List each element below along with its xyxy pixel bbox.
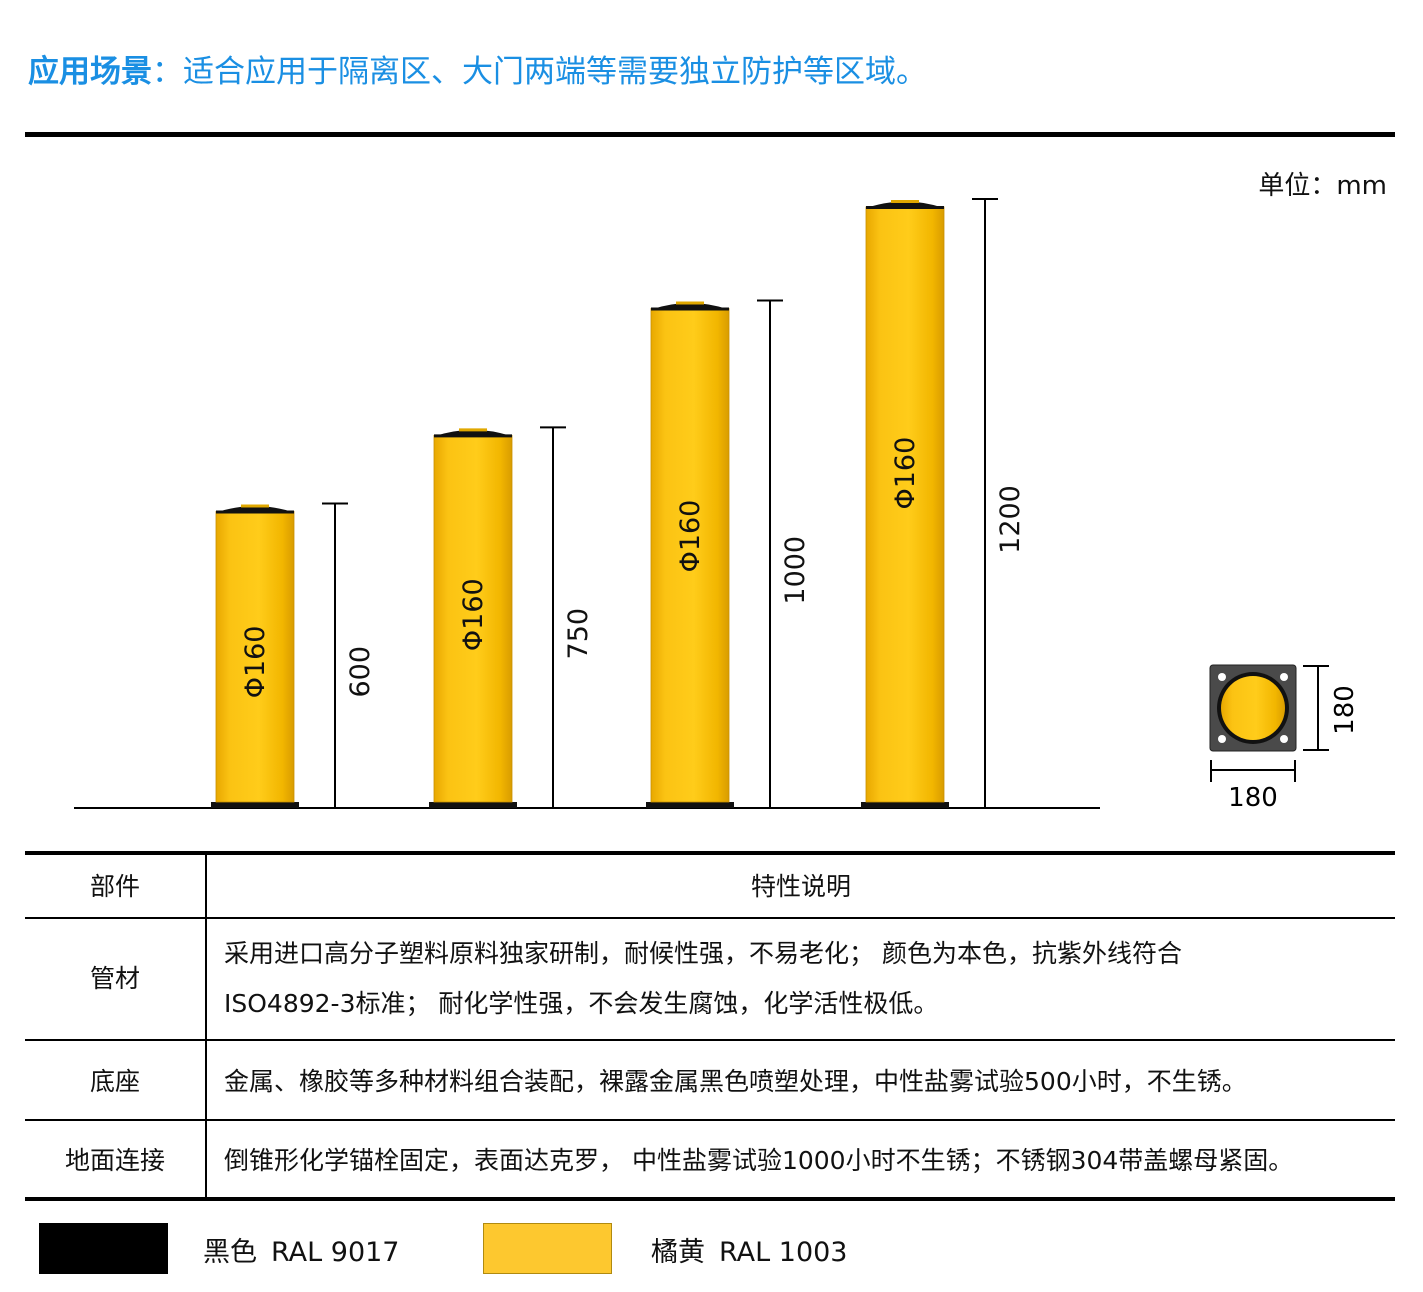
swatch-black [39, 1223, 168, 1274]
post-body [650, 308, 730, 803]
post-body [433, 434, 513, 803]
table-header-row: 部件 特性说明 [25, 853, 1395, 919]
row-desc: 采用进口高分子塑料原料独家研制，耐候性强，不易老化； 颜色为本色，抗紫外线符合 … [206, 918, 1395, 1041]
post-cap-logo [676, 301, 704, 305]
table-row: 地面连接 倒锥形化学锚栓固定，表面达克罗， 中性盐雾试验1000小时不生锈；不锈… [25, 1120, 1395, 1201]
swatch-name: 黑色 [203, 1237, 257, 1268]
post-drawing: Φ160 600 Φ160 750 Φ160 1000 Φ160 1200 180 180 [74, 198, 1360, 813]
headline-label: 应用场景 [28, 54, 152, 90]
post-cap-logo [241, 504, 269, 508]
base-width-label: 180 [1228, 783, 1278, 813]
table-row: 管材 采用进口高分子塑料原料独家研制，耐候性强，不易老化； 颜色为本色，抗紫外线… [25, 918, 1395, 1041]
post-height-label: 600 [345, 646, 376, 698]
row-part: 地面连接 [25, 1120, 207, 1201]
bolt-hole [1218, 735, 1226, 743]
post-base [429, 802, 517, 808]
row-desc-line: ISO4892-3标准； 耐化学性强，不会发生腐蚀，化学活性极低。 [224, 989, 939, 1018]
post-base [211, 802, 299, 808]
headline: 应用场景：适合应用于隔离区、大门两端等需要独立防护等区域。 [28, 50, 927, 94]
row-part: 管材 [25, 918, 207, 1041]
post-cap-rim [434, 434, 512, 438]
post-body [865, 206, 945, 803]
post-diameter-label: Φ160 [458, 578, 489, 651]
swatch-orange-label: 橘黄 RAL 1003 [651, 1230, 847, 1269]
post-diameter-label: Φ160 [675, 500, 706, 573]
post-cap-rim [866, 206, 944, 209]
post-body [215, 511, 295, 803]
post-base [861, 802, 949, 808]
base-height-label: 180 [1330, 685, 1360, 735]
bolt-hole [1280, 673, 1288, 681]
header-desc: 特性说明 [206, 853, 1395, 919]
post-cap-rim [651, 307, 729, 311]
row-desc: 倒锥形化学锚栓固定，表面达克罗， 中性盐雾试验1000小时不生锈；不锈钢304带… [206, 1120, 1395, 1201]
row-desc-line: 采用进口高分子塑料原料独家研制，耐候性强，不易老化； 颜色为本色，抗紫外线符合 [224, 939, 1182, 968]
swatch-orange [483, 1223, 612, 1274]
post-height-label: 1000 [780, 536, 811, 605]
header-part: 部件 [25, 853, 207, 919]
post-diameter-label: Φ160 [240, 625, 271, 698]
row-part: 底座 [25, 1040, 207, 1121]
post-cap-logo [459, 428, 487, 432]
row-desc: 金属、橡胶等多种材料组合装配，裸露金属黑色喷塑处理，中性盐雾试验500小时，不生… [206, 1040, 1395, 1121]
bolt-hole [1280, 735, 1288, 743]
top-divider [25, 132, 1395, 137]
bolt-hole [1218, 673, 1226, 681]
swatch-code: RAL 1003 [719, 1237, 848, 1268]
base-plate-view: 180 180 [1209, 664, 1360, 813]
post-cap-rim [216, 510, 294, 514]
posts-group: Φ160 600 Φ160 750 Φ160 1000 Φ160 1200 [211, 198, 1026, 808]
swatch-code: RAL 9017 [271, 1237, 400, 1268]
post-base [646, 802, 734, 808]
post-diameter-label: Φ160 [890, 437, 921, 510]
swatch-black-label: 黑色 RAL 9017 [203, 1230, 399, 1269]
unit-note: 单位：mm [1258, 171, 1387, 201]
post-height-label: 750 [563, 608, 594, 660]
post-top-circle [1221, 676, 1285, 740]
swatch-name: 橘黄 [651, 1237, 705, 1268]
headline-text: 适合应用于隔离区、大门两端等需要独立防护等区域。 [183, 54, 927, 90]
post-height-label: 1200 [995, 485, 1026, 554]
table-row: 底座 金属、橡胶等多种材料组合装配，裸露金属黑色喷塑处理，中性盐雾试验500小时… [25, 1040, 1395, 1121]
row-desc-line: 倒锥形化学锚栓固定，表面达克罗， 中性盐雾试验1000小时不生锈；不锈钢304带… [224, 1146, 1294, 1175]
row-desc-line: 金属、橡胶等多种材料组合装配，裸露金属黑色喷塑处理，中性盐雾试验500小时，不生… [224, 1067, 1247, 1096]
headline-separator: ： [152, 54, 183, 90]
spec-table: 部件 特性说明 管材 采用进口高分子塑料原料独家研制，耐候性强，不易老化； 颜色… [25, 853, 1395, 1201]
post-cap-logo [891, 200, 919, 203]
